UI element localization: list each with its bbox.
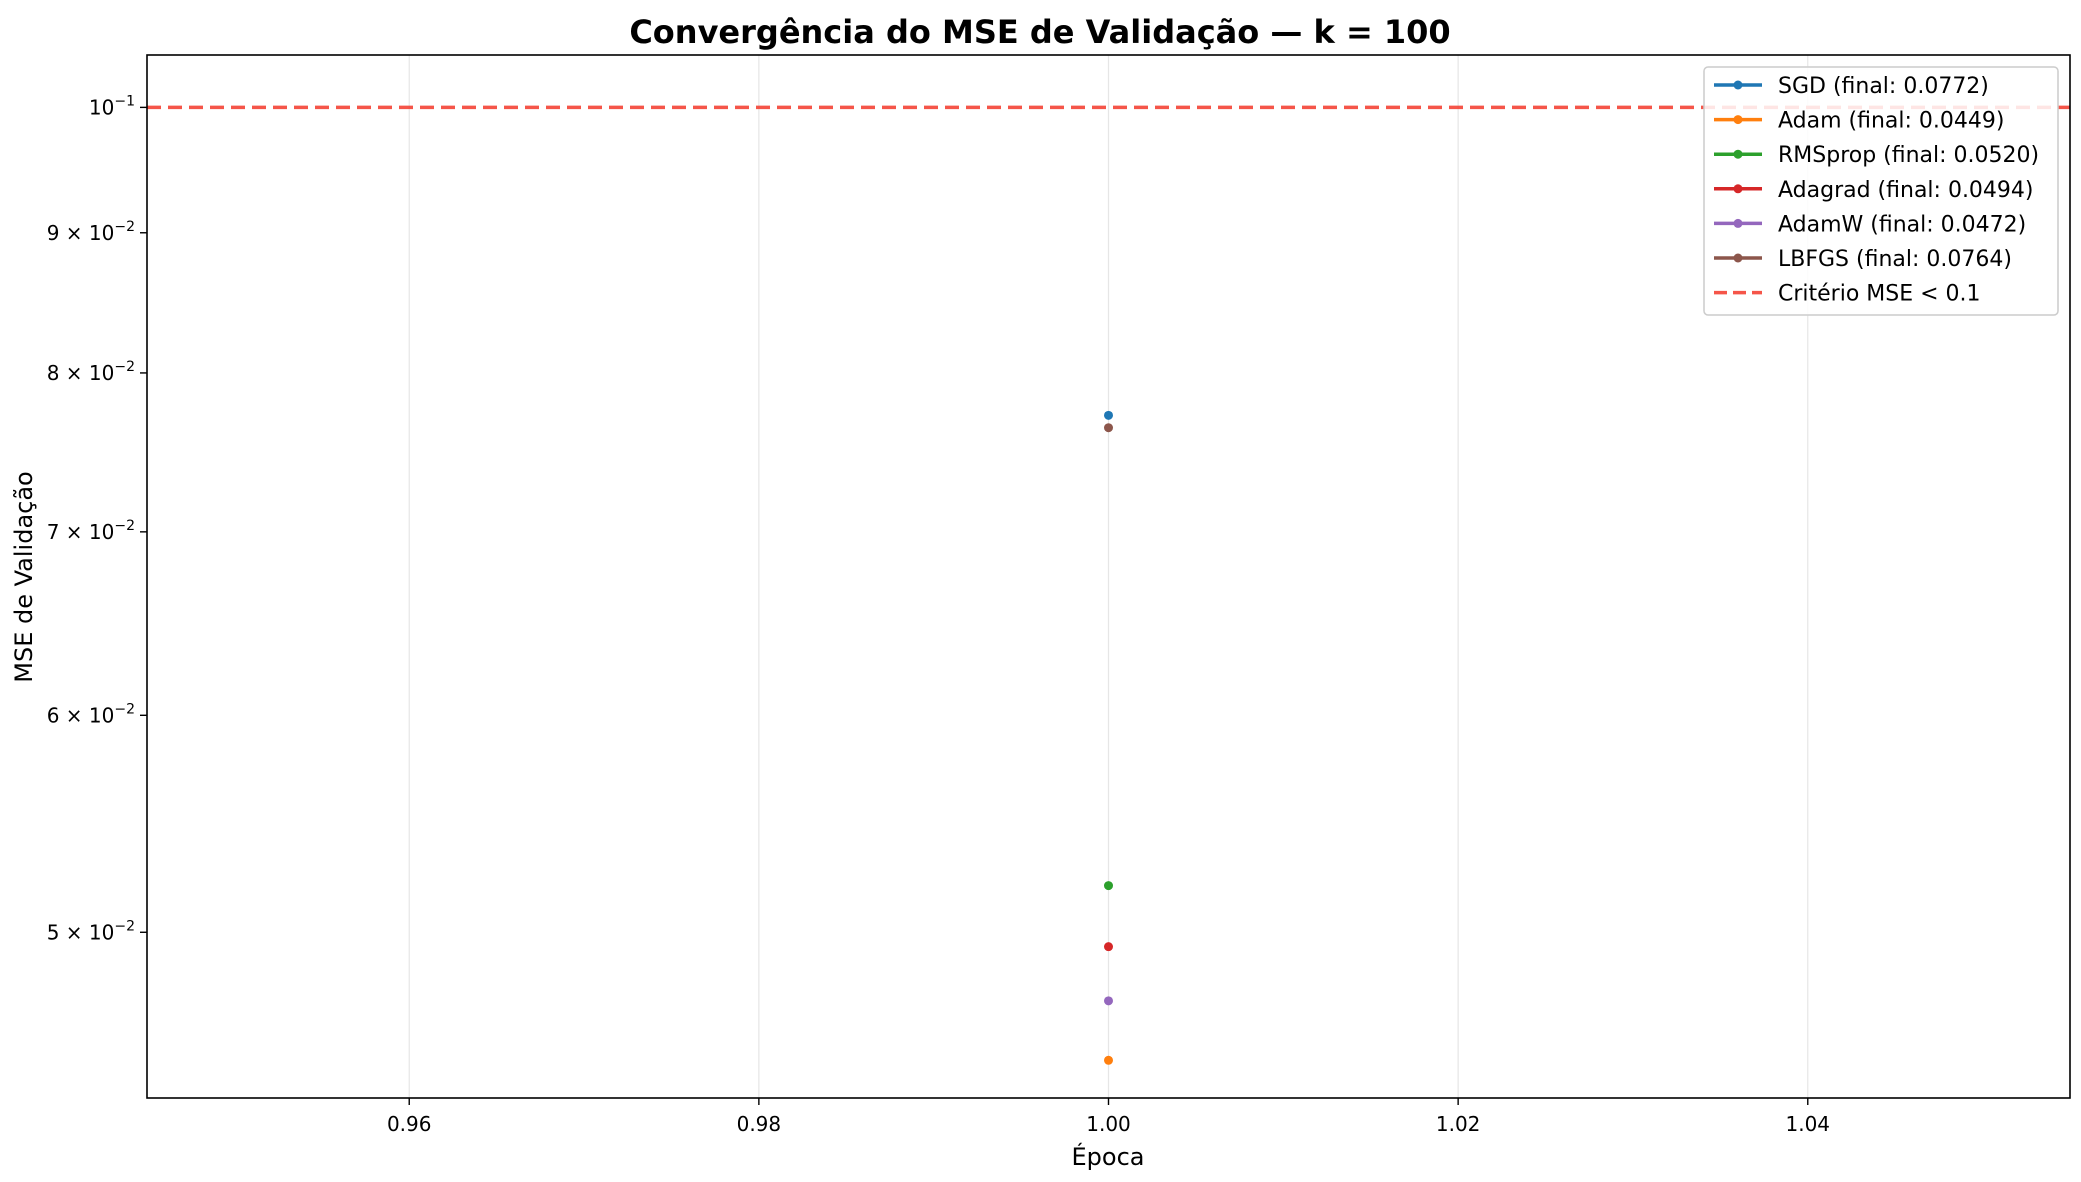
series [1104,881,1113,891]
legend-item: AdamW (final: 0.0472) [1714,212,2026,237]
legend-item: Adagrad (final: 0.0494) [1714,178,2034,203]
legend-item: SGD (final: 0.0772) [1714,74,1989,99]
legend-label: Adagrad (final: 0.0494) [1778,178,2034,203]
x-tick-label: 1.02 [1436,1112,1481,1136]
legend-item: Adam (final: 0.0449) [1714,109,2004,134]
y-axis-label: MSE de Validação [10,471,38,683]
data-point [1104,410,1113,420]
legend-item: Critério MSE < 0.1 [1714,282,1981,307]
series-group [1104,410,1113,1065]
series [1104,423,1113,433]
data-point [1104,881,1113,891]
data-point [1104,942,1113,952]
x-tick-label: 1.00 [1086,1112,1131,1136]
legend-box [1703,66,2059,316]
series [1104,1055,1113,1065]
legend-marker [1733,80,1743,90]
series [1104,410,1113,420]
y-tick-label: 5 × 10−2 [47,918,135,944]
y-tick-label: 10−1 [89,93,135,119]
y-tick-label: 9 × 10−2 [47,219,135,245]
chart-title: Convergência do MSE de Validação — k = 1… [629,13,1450,51]
legend-marker [1733,184,1743,194]
legend-marker [1733,115,1743,125]
series [1104,996,1113,1006]
x-tick-label: 0.96 [387,1112,432,1136]
data-point [1104,423,1113,433]
legend-label: Critério MSE < 0.1 [1778,282,1981,307]
x-axis-label: Época [1072,1142,1145,1171]
data-point [1104,996,1113,1006]
legend-item: RMSprop (final: 0.0520) [1714,143,2039,168]
y-tick-label: 7 × 10−2 [47,518,135,544]
legend-item: LBFGS (final: 0.0764) [1714,247,2012,272]
grid-lines [408,55,1809,1098]
legend-marker [1733,218,1743,228]
y-tick-label: 8 × 10−2 [47,359,135,385]
x-axis-ticks: 0.96 0.98 1.00 1.02 1.04 [387,1098,1830,1136]
x-tick-label: 1.04 [1786,1112,1831,1136]
series [1104,942,1113,952]
y-tick-label: 6 × 10−2 [47,701,135,727]
legend-marker [1733,149,1743,159]
y-axis-ticks: 10−1 9 × 10−2 8 × 10−2 7 × 10−2 6 × 10−2 5 × … [47,93,147,944]
legend-label: RMSprop (final: 0.0520) [1778,143,2039,168]
legend-marker [1733,253,1743,263]
legend-label: AdamW (final: 0.0472) [1778,212,2026,237]
legend: SGD (final: 0.0772) Adam (final: 0.0449) R… [1703,66,2059,316]
legend-label: LBFGS (final: 0.0764) [1778,247,2012,272]
x-tick-label: 0.98 [737,1112,782,1136]
data-point [1104,1055,1113,1065]
legend-label: Adam (final: 0.0449) [1778,109,2004,134]
legend-label: SGD (final: 0.0772) [1778,74,1989,99]
